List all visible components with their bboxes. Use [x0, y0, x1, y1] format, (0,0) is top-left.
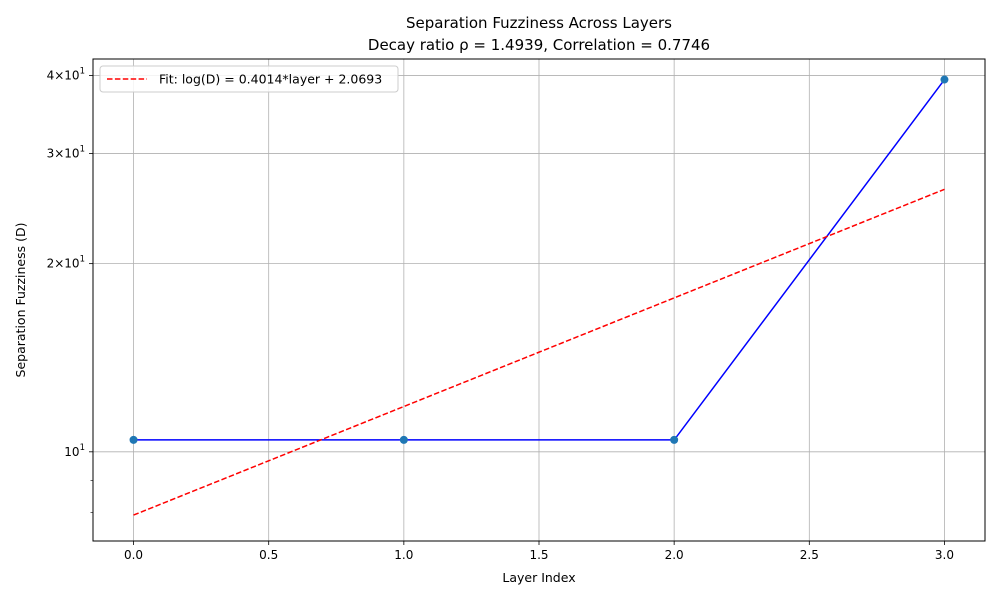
legend-fit-label: Fit: log(D) = 0.4014*layer + 2.0693	[159, 72, 382, 87]
x-tick-label: 0.0	[124, 548, 143, 562]
legend-box	[99, 65, 399, 93]
x-tick-label: 2.5	[800, 548, 819, 562]
x-tick-label: 3.0	[935, 548, 954, 562]
data-point	[670, 435, 679, 444]
y-tick-label: 101	[64, 443, 85, 459]
y-axis-label: Separation Fuzziness (D)	[13, 223, 28, 378]
fit-line	[133, 188, 945, 516]
chart-subtitle: Decay ratio ρ = 1.4939, Correlation = 0.…	[368, 36, 710, 54]
x-tick-label: 2.0	[665, 548, 684, 562]
x-tick-label: 1.5	[529, 548, 548, 562]
data-point	[129, 435, 138, 444]
data-line	[133, 79, 946, 441]
y-tick-label: 2×101	[47, 255, 85, 271]
grid	[93, 59, 985, 541]
axis-ticks: 0.0 0.5 1.0 1.5 2.0 2.5 3.0 101 2×101 3×101 4×101	[47, 66, 954, 562]
legend: Fit: log(D) = 0.4014*layer + 2.0693	[99, 65, 399, 93]
data-point	[940, 75, 949, 84]
data-point	[399, 435, 408, 444]
x-axis-label: Layer Index	[502, 570, 575, 585]
x-tick-label: 1.0	[394, 548, 413, 562]
x-tick-label: 0.5	[259, 548, 278, 562]
y-tick-label: 4×101	[47, 66, 85, 82]
y-tick-label: 3×101	[47, 145, 85, 161]
plot-area	[129, 75, 949, 516]
chart-title: Separation Fuzziness Across Layers	[406, 14, 672, 32]
